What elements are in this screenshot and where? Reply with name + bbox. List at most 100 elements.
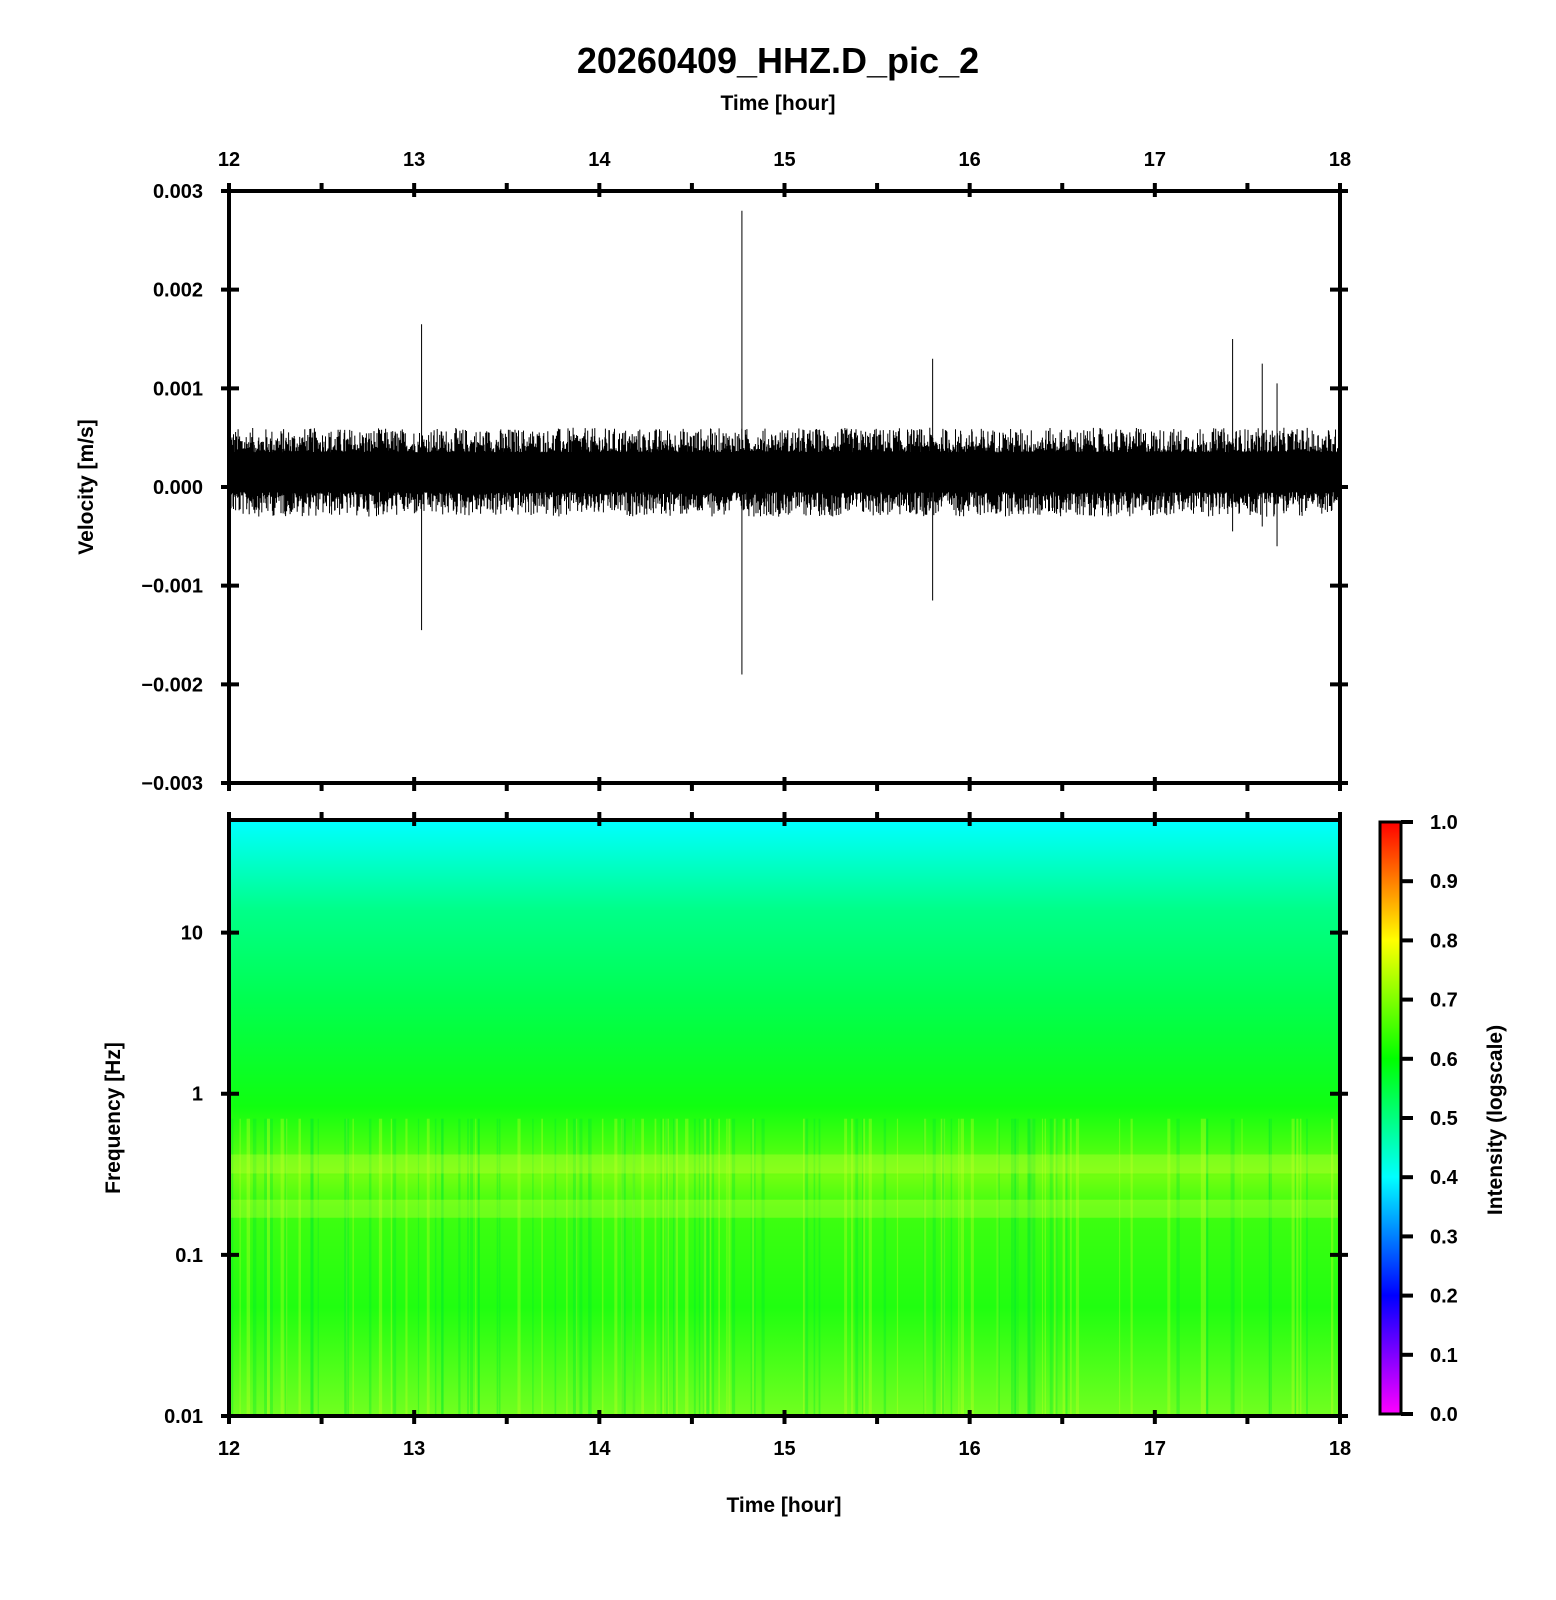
spectrogram-stripe: [996, 1118, 999, 1414]
spectrogram-stripe: [1014, 1118, 1017, 1414]
y-tick-label: 10: [181, 923, 203, 945]
spectrogram-stripe: [958, 1118, 960, 1414]
spectrogram-stripe: [1296, 1118, 1299, 1414]
x-tick-label: 17: [1144, 1438, 1166, 1460]
spectrogram-stripe: [310, 1118, 314, 1414]
colorbar-tick-label: 0.8: [1430, 930, 1458, 952]
spectrogram-stripe: [470, 1118, 474, 1414]
spectrogram-stripe: [378, 1118, 383, 1414]
spectrogram-stripe: [932, 1118, 936, 1414]
spectrogram-stripe: [942, 1118, 945, 1414]
spectrogram-stripe: [813, 1118, 816, 1414]
spectrogram-stripe: [632, 1118, 636, 1414]
y-tick-label: 0.003: [153, 181, 203, 203]
spectrogram-stripe: [726, 1118, 728, 1414]
spectrogram-stripe: [393, 1118, 397, 1414]
colorbar-tick-label: 0.4: [1430, 1167, 1459, 1189]
spectrogram-stripe: [280, 1118, 284, 1414]
spectrogram-stripe: [753, 1118, 756, 1414]
colorbar-tick-label: 0.9: [1430, 871, 1458, 893]
colorbar-gradient: [1380, 822, 1401, 1414]
spectrogram-stripe: [441, 1118, 444, 1414]
spectrogram-stripe: [231, 1118, 234, 1414]
spectrogram-stripe: [1075, 1118, 1080, 1414]
spectrogram-stripe: [475, 1118, 477, 1414]
spectrogram-stripe: [862, 1118, 864, 1414]
spectrogram-stripe: [674, 1118, 678, 1414]
spectrogram-stripe: [1176, 1118, 1180, 1414]
colorbar-tick-label: 0.0: [1430, 1404, 1458, 1426]
spectrogram-stripe: [641, 1118, 644, 1414]
x-tick-label: 14: [588, 1438, 611, 1460]
spectrogram-stripe: [1205, 1118, 1208, 1414]
x-tick-label: 14: [588, 149, 611, 171]
spectrogram-stripe: [269, 1118, 273, 1414]
spectrogram-stripe: [496, 1118, 499, 1414]
spectrogram-stripe: [624, 1118, 626, 1414]
spectrogram-stripe: [317, 1118, 319, 1414]
spectrogram-stripe: [654, 1118, 657, 1414]
spectrogram-y-ticks: 10 1 0.1 0.01: [164, 923, 1348, 1428]
spectrogram-stripe: [579, 1118, 583, 1414]
spectrogram-stripe: [665, 1118, 668, 1414]
frequency-y-axis-label: Frequency [Hz]: [102, 1042, 125, 1194]
spectrogram-stripe: [1294, 1118, 1296, 1414]
spectrogram-stripe: [896, 1118, 899, 1414]
spectrogram-stripe: [1055, 1118, 1058, 1414]
figure-title: 20260409_HHZ.D_pic_2: [577, 40, 979, 81]
spectrogram-stripe: [804, 1118, 809, 1414]
spectrogram-stripe: [1269, 1118, 1272, 1414]
spectrogram-stripe: [517, 1118, 521, 1414]
x-tick-label: 16: [959, 1438, 981, 1460]
spectrogram-stripe: [1049, 1118, 1053, 1414]
spectrogram-stripe: [1291, 1118, 1295, 1414]
y-tick-label: 0.01: [164, 1406, 203, 1428]
velocity-y-ticks: 0.003 0.002 0.001 0.000 −0.001 −0.002 −0.003: [141, 181, 1348, 795]
spectrogram-stripe: [285, 1118, 288, 1414]
velocity-trace: [228, 210, 1341, 675]
x-tick-label: 15: [773, 1438, 795, 1460]
spectrogram-stripe: [923, 1118, 926, 1414]
spectrogram-stripe: [703, 1118, 707, 1414]
spectrogram-stripe: [673, 1118, 676, 1414]
y-tick-label: 1: [192, 1084, 203, 1106]
spectrogram-stripe: [868, 1118, 872, 1414]
y-tick-label: 0.1: [175, 1245, 203, 1267]
y-tick-label: −0.003: [141, 773, 203, 795]
spectrogram-stripe: [1041, 1118, 1043, 1414]
spectrogram-stripe: [960, 1118, 964, 1414]
spectrogram-stripe: [1029, 1118, 1033, 1414]
spectrogram-image: [231, 822, 1338, 1414]
spectrogram-stripe: [1054, 1118, 1057, 1414]
spectrogram-stripe: [1027, 1118, 1031, 1414]
spectrogram-stripe: [541, 1118, 543, 1414]
spectrogram-stripe: [818, 1118, 821, 1414]
spectrogram-stripe: [417, 1118, 420, 1414]
spectrogram-stripe: [1230, 1118, 1234, 1414]
spectrogram-stripe: [266, 1118, 271, 1414]
colorbar-tick-label: 0.1: [1430, 1345, 1458, 1367]
spectrogram-stripe: [718, 1118, 720, 1414]
colorbar-tick-label: 0.5: [1430, 1108, 1458, 1130]
spectrogram-stripe: [298, 1118, 301, 1414]
colorbar-tick-label: 0.7: [1430, 990, 1458, 1012]
colorbar-tick-label: 0.3: [1430, 1226, 1458, 1248]
y-tick-label: −0.001: [141, 576, 203, 598]
spectrogram-stripe: [1062, 1118, 1066, 1414]
spectrogram-stripe: [1044, 1118, 1046, 1414]
spectrogram-stripe: [310, 1118, 314, 1414]
x-tick-label: 15: [773, 149, 795, 171]
bottom-x-axis-label: Time [hour]: [726, 1494, 841, 1517]
spectrogram-stripe: [693, 1118, 696, 1414]
top-x-axis-label: Time [hour]: [720, 92, 835, 115]
spectrogram-stripe: [620, 1118, 624, 1414]
spectrogram-stripe: [1028, 1118, 1032, 1414]
spectrogram-stripe: [246, 1118, 251, 1414]
spectrogram-panel: 12 13 14 15 16 17 18 10 1 0.1 0.01 Frequency [Hz]…: [102, 812, 1351, 1517]
spectrogram-stripe: [498, 1118, 501, 1414]
spectrogram-stripe: [1069, 1118, 1072, 1414]
spectrogram-stripe: [883, 1118, 887, 1414]
spectrogram-stripe: [665, 1118, 668, 1414]
spectrogram-stripe: [709, 1118, 711, 1414]
